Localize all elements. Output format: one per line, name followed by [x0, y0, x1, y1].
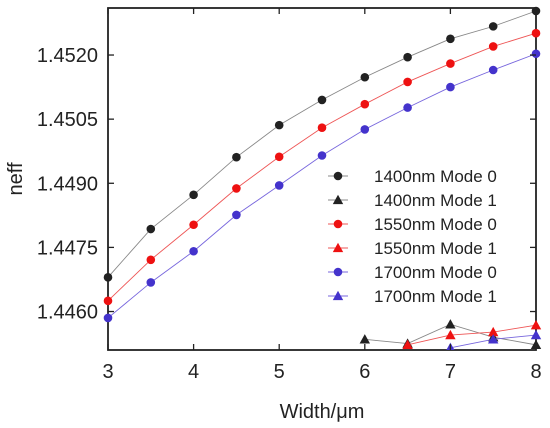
series-layer: [103, 6, 542, 350]
data-point: [488, 42, 498, 51]
legend-marker: [332, 290, 344, 301]
data-point: [488, 65, 498, 75]
x-tick-label: 4: [188, 361, 199, 383]
data-point: [446, 59, 455, 68]
data-point: [146, 224, 156, 234]
legend-label: 1550nm Mode 0: [374, 215, 497, 234]
legend-marker: [333, 267, 343, 277]
legend-item: 1700nm Mode 1: [328, 287, 497, 306]
data-point: [445, 319, 456, 329]
data-point: [488, 326, 499, 337]
y-tick-label: 1.4505: [37, 109, 98, 131]
data-point: [103, 273, 113, 282]
x-axis-title: Width/μm: [280, 401, 365, 423]
data-point: [403, 52, 412, 62]
x-tick-label: 8: [530, 361, 541, 383]
data-point: [274, 152, 284, 162]
plot-frame: [107, 7, 537, 351]
data-point: [317, 123, 327, 132]
data-point: [403, 77, 412, 87]
x-tick-label: 3: [102, 361, 113, 383]
data-point: [488, 22, 498, 31]
axes-layer: 3 4 5 6 7 8 1.4460 1.4475 1.4490 1.4505 1.4520: [37, 8, 542, 383]
data-point: [446, 34, 455, 44]
legend-marker: [333, 219, 343, 229]
legend-item: 1400nm Mode 1: [328, 191, 497, 210]
series-4: [103, 49, 541, 323]
data-point: [232, 184, 241, 193]
legend: 1400nm Mode 0 1400nm Mode 1 1550nm Mode 0 1…: [328, 167, 497, 306]
data-point: [488, 334, 499, 344]
legend-marker: [333, 171, 343, 181]
data-point: [360, 99, 370, 109]
data-point: [189, 190, 198, 200]
data-point: [445, 329, 456, 340]
x-tick-label: 5: [274, 361, 285, 383]
y-axis-title: neff: [5, 162, 27, 195]
legend-item: 1550nm Mode 0: [328, 215, 497, 234]
series-0: [103, 6, 541, 282]
data-point: [189, 220, 198, 230]
legend-marker: [332, 242, 344, 253]
y-tick-label: 1.4475: [37, 237, 98, 259]
data-point: [446, 82, 455, 92]
legend-label: 1550nm Mode 1: [374, 239, 497, 258]
data-point: [403, 103, 412, 112]
data-point: [531, 49, 541, 59]
legend-label: 1700nm Mode 0: [374, 263, 497, 282]
data-point: [274, 120, 284, 130]
legend-marker: [332, 194, 344, 205]
data-point: [274, 181, 284, 190]
data-point: [146, 278, 156, 287]
data-point: [317, 151, 327, 160]
data-point: [531, 28, 541, 38]
data-point: [317, 95, 327, 105]
series-3: [402, 320, 542, 350]
data-point: [103, 313, 113, 323]
x-tick-label: 6: [359, 361, 370, 383]
legend-label: 1400nm Mode 0: [374, 167, 497, 186]
data-point: [232, 152, 241, 162]
legend-item: 1550nm Mode 1: [328, 239, 497, 258]
y-tick-label: 1.4490: [37, 173, 98, 195]
legend-label: 1700nm Mode 1: [374, 287, 497, 306]
data-point: [359, 334, 370, 344]
data-point: [402, 339, 413, 350]
data-point: [189, 246, 198, 256]
series-2: [103, 28, 541, 306]
data-point: [360, 125, 370, 134]
y-tick-label: 1.4460: [37, 302, 98, 324]
legend-item: 1700nm Mode 0: [328, 263, 497, 282]
x-tick-label: 7: [445, 361, 456, 383]
data-point: [360, 72, 370, 82]
series-line: [107, 10, 537, 278]
data-point: [103, 296, 113, 306]
data-point: [232, 210, 241, 220]
legend-item: 1400nm Mode 0: [328, 167, 497, 186]
series-line: [407, 324, 537, 346]
data-point: [146, 255, 156, 265]
data-point: [530, 329, 542, 340]
data-point: [530, 320, 542, 330]
legend-label: 1400nm Mode 1: [374, 191, 497, 210]
y-tick-label: 1.4520: [37, 45, 98, 67]
